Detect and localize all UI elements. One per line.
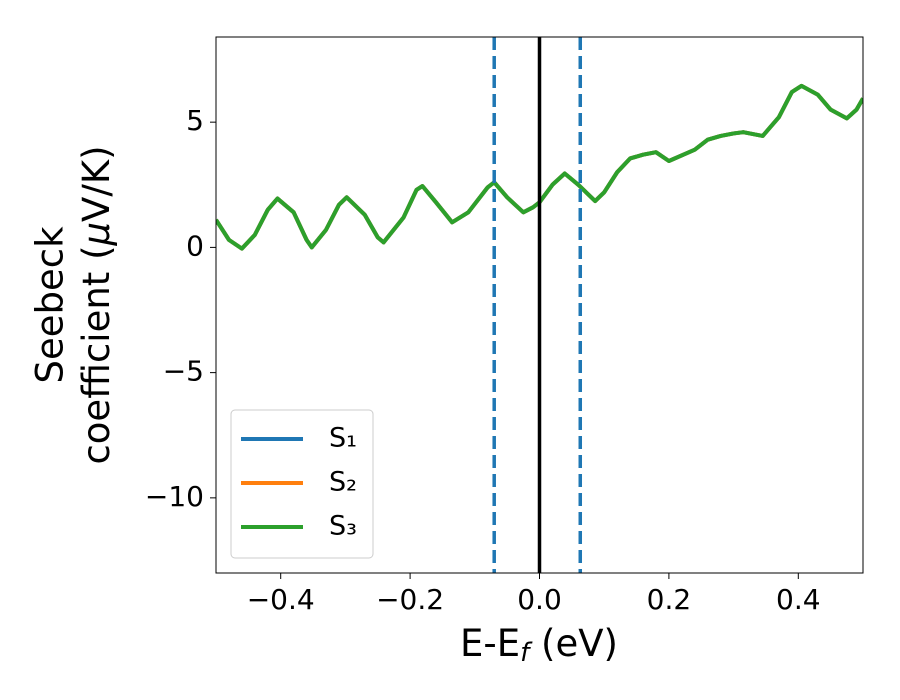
y-axis-label: Seebeck coefficient (μV/K) — [29, 145, 118, 464]
y-label-line: coefficient (μV/K) — [75, 145, 118, 464]
legend-label: S₃ — [329, 511, 357, 542]
y-label-part: coefficient ( — [75, 245, 118, 464]
x-label-part: E-E — [460, 622, 520, 665]
x-axis-label: E-Ef (eV) — [460, 622, 618, 668]
series-line — [216, 83, 863, 251]
x-tick-label: 0.0 — [517, 583, 562, 616]
x-tick-label: 0.2 — [647, 583, 692, 616]
axes-frame — [215, 36, 864, 574]
y-label-part: μ — [75, 222, 118, 247]
x-tick-label: −0.4 — [247, 583, 315, 616]
y-tick-label: −10 — [145, 480, 204, 513]
y-tick-label: 5 — [186, 104, 204, 137]
x-tick-label: −0.2 — [376, 583, 444, 616]
x-tick-label: 0.4 — [776, 583, 821, 616]
x-label-part: (eV) — [529, 622, 618, 665]
y-label-line: Seebeck — [29, 226, 72, 384]
y-tick-label: −5 — [163, 355, 204, 388]
legend-label: S₂ — [329, 467, 357, 498]
y-label-part: V/K) — [75, 145, 118, 221]
legend-label: S₁ — [329, 423, 357, 454]
plot-area — [216, 37, 863, 573]
y-tick-label: 0 — [186, 229, 204, 262]
